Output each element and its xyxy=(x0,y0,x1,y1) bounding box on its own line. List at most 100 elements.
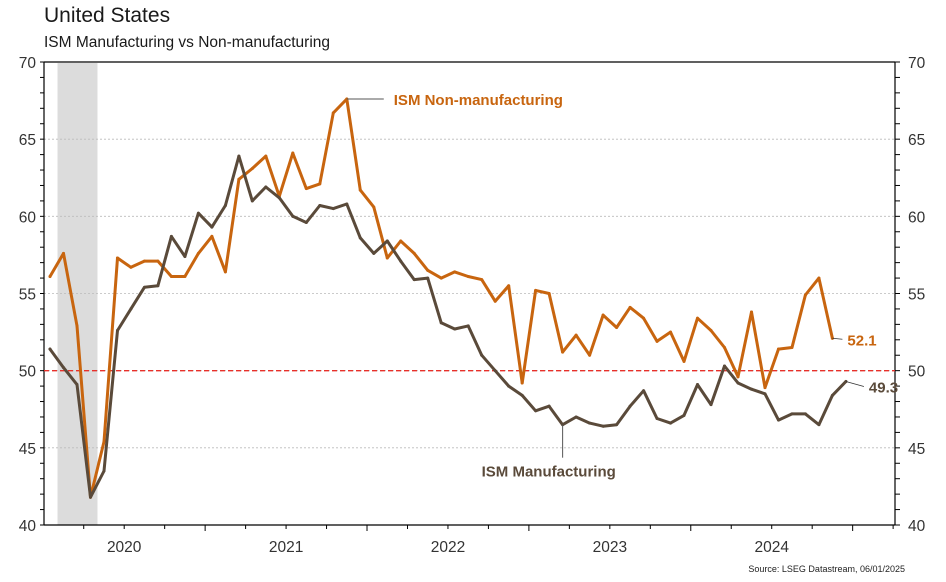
data-point-non-manufacturing xyxy=(210,234,214,238)
data-point-non-manufacturing xyxy=(790,346,794,350)
data-point-manufacturing xyxy=(520,393,524,397)
data-point-non-manufacturing xyxy=(466,275,470,279)
data-point-non-manufacturing xyxy=(183,275,187,279)
y-tick-label-left: 60 xyxy=(19,209,37,226)
data-point-manufacturing xyxy=(223,204,227,208)
data-point-non-manufacturing xyxy=(763,386,767,390)
y-tick-label-left: 55 xyxy=(19,287,36,304)
recession-band xyxy=(57,63,98,525)
data-point-non-manufacturing xyxy=(776,347,780,351)
data-point-manufacturing xyxy=(250,199,254,203)
data-point-manufacturing xyxy=(237,154,241,158)
data-point-non-manufacturing xyxy=(601,313,605,317)
data-point-manufacturing xyxy=(439,321,443,325)
data-point-manufacturing xyxy=(385,239,389,243)
data-point-non-manufacturing xyxy=(196,251,200,255)
data-point-manufacturing xyxy=(318,204,322,208)
data-point-non-manufacturing xyxy=(372,205,376,209)
data-point-manufacturing xyxy=(547,404,551,408)
data-point-manufacturing xyxy=(736,381,740,385)
data-point-non-manufacturing xyxy=(480,278,484,282)
data-point-manufacturing xyxy=(507,384,511,388)
x-tick-label: 2021 xyxy=(269,539,303,556)
data-point-manufacturing xyxy=(129,307,133,311)
data-point-manufacturing xyxy=(291,214,295,218)
data-point-non-manufacturing xyxy=(142,259,146,263)
data-point-manufacturing xyxy=(142,285,146,289)
y-tick-label-left: 70 xyxy=(19,55,37,72)
data-point-manufacturing xyxy=(615,423,619,427)
data-point-manufacturing xyxy=(115,329,119,333)
data-point-manufacturing xyxy=(358,236,362,240)
data-point-non-manufacturing xyxy=(534,288,538,292)
y-tick-label-right: 65 xyxy=(908,132,925,149)
chart-subtitle: ISM Manufacturing vs Non-manufacturing xyxy=(44,34,331,51)
data-point-manufacturing xyxy=(372,251,376,255)
data-point-non-manufacturing xyxy=(426,268,430,272)
data-point-non-manufacturing xyxy=(507,284,511,288)
chart-title: United States xyxy=(44,4,171,27)
y-tick-label-left: 65 xyxy=(19,132,36,149)
data-point-manufacturing xyxy=(331,207,335,211)
data-point-non-manufacturing xyxy=(412,251,416,255)
data-point-non-manufacturing xyxy=(817,276,821,280)
data-point-non-manufacturing xyxy=(115,256,119,260)
data-point-non-manufacturing xyxy=(615,325,619,329)
data-point-manufacturing xyxy=(628,404,632,408)
data-point-manufacturing xyxy=(88,495,92,499)
data-point-non-manufacturing xyxy=(655,339,659,343)
series-line-manufacturing xyxy=(48,154,848,499)
end-label-manufacturing: 49.3 xyxy=(869,379,898,396)
data-point-non-manufacturing xyxy=(803,293,807,297)
y-tick-label-right: 45 xyxy=(908,441,925,458)
y-tick-label-right: 40 xyxy=(908,518,926,535)
data-point-manufacturing xyxy=(655,417,659,421)
data-point-manufacturing xyxy=(61,366,65,370)
data-point-non-manufacturing xyxy=(547,292,551,295)
data-point-manufacturing xyxy=(75,383,79,387)
data-point-manufacturing xyxy=(412,278,416,282)
data-point-non-manufacturing xyxy=(48,275,52,279)
data-point-non-manufacturing xyxy=(102,440,106,444)
data-point-non-manufacturing xyxy=(669,330,673,334)
data-point-non-manufacturing xyxy=(237,177,241,181)
y-tick-label-right: 70 xyxy=(908,55,926,72)
data-point-manufacturing xyxy=(264,185,268,189)
data-point-manufacturing xyxy=(790,412,794,416)
x-tick-label: 2023 xyxy=(593,539,627,556)
data-point-non-manufacturing xyxy=(264,154,268,158)
series-line-non-manufacturing xyxy=(48,97,834,499)
data-point-manufacturing xyxy=(196,211,200,215)
data-point-non-manufacturing xyxy=(709,329,713,333)
data-point-manufacturing xyxy=(426,276,430,280)
data-point-manufacturing xyxy=(588,421,592,425)
data-point-non-manufacturing xyxy=(520,381,524,385)
source-note: Source: LSEG Datastream, 06/01/2025 xyxy=(748,564,905,574)
data-point-non-manufacturing xyxy=(169,275,173,279)
data-point-manufacturing xyxy=(803,412,807,416)
y-tick-label-left: 50 xyxy=(19,364,37,381)
data-point-manufacturing xyxy=(574,415,578,419)
data-point-non-manufacturing xyxy=(588,353,592,357)
x-tick-label: 2024 xyxy=(754,539,789,556)
data-point-manufacturing xyxy=(156,284,160,288)
data-point-non-manufacturing xyxy=(749,310,753,314)
data-point-manufacturing xyxy=(277,196,281,200)
data-point-manufacturing xyxy=(776,418,780,422)
data-point-non-manufacturing xyxy=(439,276,443,280)
y-tick-label-right: 50 xyxy=(908,364,926,381)
data-point-non-manufacturing xyxy=(129,265,133,269)
data-point-non-manufacturing xyxy=(156,259,160,263)
y-tick-label-right: 55 xyxy=(908,287,925,304)
data-point-manufacturing xyxy=(696,383,700,387)
data-point-non-manufacturing xyxy=(304,187,308,191)
data-point-non-manufacturing xyxy=(385,256,389,260)
end-label-leader xyxy=(845,381,865,387)
data-point-non-manufacturing xyxy=(493,299,497,303)
data-point-non-manufacturing xyxy=(399,239,403,243)
data-point-manufacturing xyxy=(466,324,470,328)
data-point-manufacturing xyxy=(48,347,52,351)
data-point-non-manufacturing xyxy=(561,350,565,354)
data-point-non-manufacturing xyxy=(642,316,646,320)
